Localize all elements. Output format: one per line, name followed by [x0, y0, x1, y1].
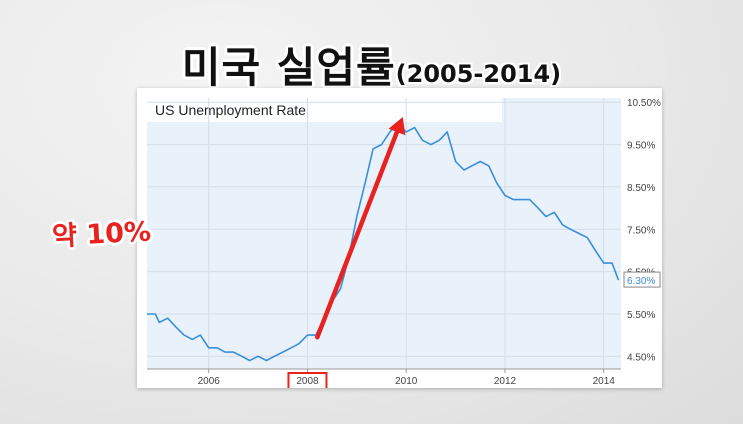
x-tick-label: 2008	[296, 376, 319, 387]
y-tick-label: 4.50%	[627, 352, 655, 363]
chart-card: US Unemployment Rate 4.50%5.50%6.50%7.50…	[137, 88, 662, 388]
plot-area	[147, 98, 621, 369]
y-tick-label: 10.50%	[627, 98, 661, 109]
y-tick-label: 5.50%	[627, 310, 655, 321]
y-axis-ticks: 4.50%5.50%6.50%7.50%8.50%9.50%10.50%	[627, 98, 661, 363]
highlight-box-2008	[287, 372, 328, 388]
x-tick-label: 2006	[198, 376, 221, 387]
red-arrow-shaft	[315, 129, 400, 340]
chart-title: US Unemployment Rate	[155, 102, 306, 118]
last-value-box	[623, 271, 661, 288]
x-tick-label: 2014	[593, 376, 616, 387]
title-sub: (2005-2014)	[395, 60, 562, 88]
x-tick-label: 2012	[494, 376, 517, 387]
unemployment-chart: US Unemployment Rate 4.50%5.50%6.50%7.50…	[147, 98, 661, 388]
red-arrow-head	[388, 117, 406, 136]
x-tick-label: 2010	[395, 376, 418, 387]
y-tick-label: 7.50%	[627, 225, 655, 236]
unemployment-line	[147, 122, 620, 362]
annotation-layer	[315, 117, 406, 340]
title-main: 미국 실업률	[181, 43, 396, 92]
series-layer	[147, 122, 620, 362]
last-value-layer: 6.30%	[623, 271, 661, 288]
y-tick-label: 9.50%	[627, 141, 655, 152]
annotation-label: 약 10%	[51, 216, 152, 253]
slide-title: 미국 실업률(2005-2014)	[0, 34, 743, 95]
last-value-label: 6.30%	[627, 276, 655, 287]
x-axis-ticks: 2006 2008 2010 2012 2014	[147, 368, 621, 388]
y-tick-label: 8.50%	[627, 183, 655, 194]
grid-lines	[147, 98, 621, 369]
